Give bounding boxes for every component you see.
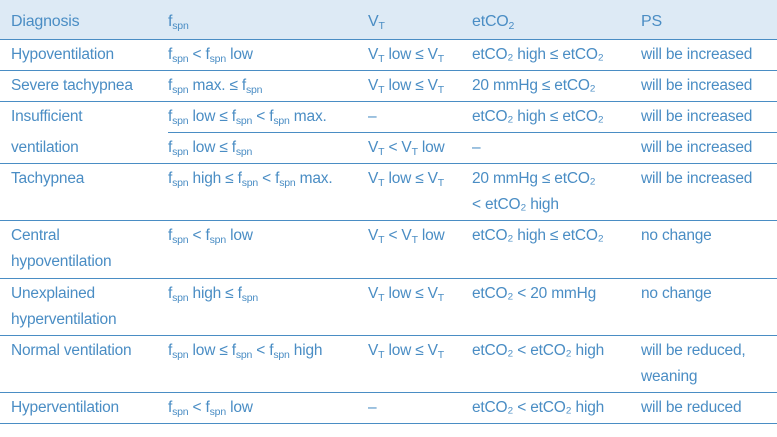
row-vt: – (368, 108, 377, 125)
row-fspn: fspn < fspn low (168, 399, 253, 418)
header-diagnosis: Diagnosis (11, 13, 80, 30)
row-vt: VT low ≤ VT (368, 342, 445, 361)
row-fspn: fspn high ≤ fspn < fspn max. (168, 170, 333, 189)
row-divider (0, 220, 777, 221)
row-ps: will be increased (641, 108, 753, 125)
table-header-background (0, 0, 777, 39)
row-vt: VT low ≤ VT (368, 285, 445, 304)
row-ps: no change (641, 227, 712, 244)
row-etco2: etCO₂ < etCO₂ high (472, 342, 605, 359)
row-divider (0, 423, 777, 424)
row-fspn: fspn high ≤ fspn (168, 285, 259, 304)
row-ps-line2: weaning (641, 368, 698, 385)
row-diagnosis-line2: ventilation (11, 139, 79, 156)
row-diagnosis: Insufficient (11, 108, 83, 125)
row-vt: VT low ≤ VT (368, 170, 445, 189)
row-etco2-line2: < etCO₂ high (472, 196, 559, 213)
row-diagnosis-line2: hyperventilation (11, 311, 117, 328)
row-divider (0, 278, 777, 279)
row-etco2: – (472, 139, 481, 156)
row-divider (0, 70, 777, 71)
row-diagnosis-line2: hypoventilation (11, 253, 112, 270)
row-etco2: 20 mmHg ≤ etCO₂ (472, 170, 596, 187)
row-vt: VT < VT low (368, 139, 445, 158)
header-fspn: fspn (168, 13, 189, 32)
row-diagnosis: Hypoventilation (11, 46, 114, 63)
row-ps: no change (641, 285, 712, 302)
sub-row-divider (168, 132, 777, 133)
row-etco2: etCO₂ < 20 mmHg (472, 285, 597, 302)
row-etco2: etCO₂ high ≤ etCO₂ (472, 46, 604, 63)
row-ps: will be reduced (641, 399, 742, 416)
header-etco2: etCO2 (472, 13, 515, 32)
row-ps: will be increased (641, 170, 753, 187)
row-diagnosis: Central (11, 227, 60, 244)
row-fspn: fspn < fspn low (168, 227, 253, 246)
row-ps: will be increased (641, 139, 753, 156)
row-etco2: etCO₂ high ≤ etCO₂ (472, 108, 604, 125)
row-divider (0, 163, 777, 164)
row-vt: VT < VT low (368, 227, 445, 246)
row-fspn: fspn low ≤ fspn < fspn high (168, 342, 323, 361)
row-ps: will be increased (641, 46, 753, 63)
row-etco2: etCO₂ < etCO₂ high (472, 399, 605, 416)
row-diagnosis: Tachypnea (11, 170, 85, 187)
row-fspn: fspn max. ≤ fspn (168, 77, 263, 96)
row-vt: VT low ≤ VT (368, 77, 445, 96)
row-ps: will be reduced, (641, 342, 746, 359)
row-divider (0, 39, 777, 40)
row-diagnosis: Normal ventilation (11, 342, 132, 359)
header-vt: VT (368, 13, 385, 32)
row-diagnosis: Severe tachypnea (11, 77, 133, 94)
header-ps: PS (641, 13, 662, 30)
row-diagnosis: Hyperventilation (11, 399, 119, 416)
row-divider (0, 335, 777, 336)
row-vt: – (368, 399, 377, 416)
row-fspn: fspn < fspn low (168, 46, 253, 65)
row-diagnosis: Unexplained (11, 285, 95, 302)
row-etco2: etCO₂ high ≤ etCO₂ (472, 227, 604, 244)
row-divider (0, 392, 777, 393)
row-divider (0, 101, 777, 102)
row-fspn: fspn low ≤ fspn (168, 139, 253, 158)
row-ps: will be increased (641, 77, 753, 94)
row-etco2: 20 mmHg ≤ etCO₂ (472, 77, 596, 94)
row-fspn: fspn low ≤ fspn < fspn max. (168, 108, 327, 127)
row-vt: VT low ≤ VT (368, 46, 445, 65)
